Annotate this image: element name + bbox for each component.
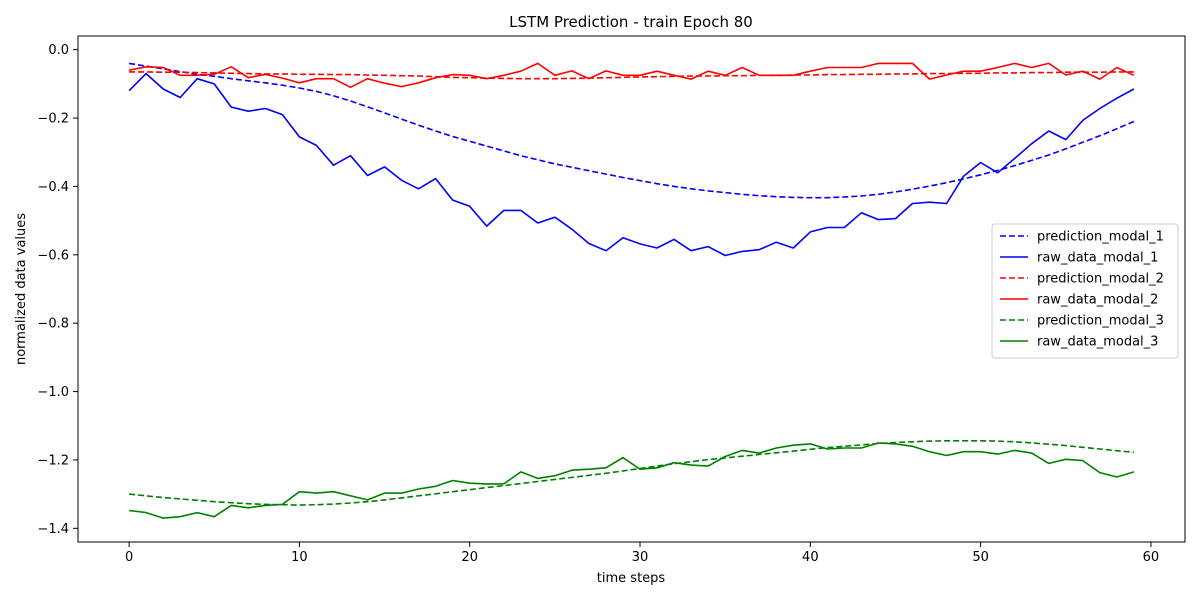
x-axis: 0 10 20 30 40 50 60: [125, 542, 1159, 565]
legend: prediction_modal_1 raw_data_modal_1predic…: [991, 223, 1179, 359]
series-line-prediction-modal-1: [128, 62, 1135, 199]
y-tick-label: −0.2: [37, 112, 69, 127]
x-tick-label: 50: [972, 550, 989, 565]
series-line-raw-data-modal-1: [128, 72, 1135, 257]
y-tick-label: −0.8: [37, 317, 69, 332]
x-tick-label: 10: [291, 550, 308, 565]
legend-label: prediction_modal_1: [1037, 230, 1164, 245]
series-line-raw-data-modal-3: [129, 442, 1135, 519]
y-tick-label: 0.0: [48, 43, 69, 58]
series-line-prediction-modal-2: [129, 71, 1134, 80]
x-tick-label: 60: [1143, 550, 1160, 565]
y-axis-label: normalized data values: [14, 213, 29, 365]
legend-label: raw_data_modal_2: [1037, 293, 1158, 308]
legend-box: [991, 223, 1179, 359]
legend-label: raw_data_modal_3: [1037, 335, 1158, 350]
y-tick-label: −0.6: [37, 248, 69, 263]
plot-frame: [77, 35, 1186, 543]
legend-label: prediction_modal_2: [1037, 272, 1164, 287]
y-tick-label: −1.4: [37, 522, 69, 537]
x-tick-label: 40: [802, 550, 819, 565]
y-tick-label: −1.2: [37, 453, 69, 468]
plot-lines: [128, 62, 1135, 519]
chart-title: LSTM Prediction - train Epoch 80: [509, 13, 753, 31]
legend-label: raw_data_modal_1: [1037, 251, 1158, 266]
series-line-prediction-modal-3: [129, 439, 1134, 506]
y-axis: 0.0 −0.2 −0.4 −0.6 −0.8 −1.0 −1.2 −1.4: [37, 43, 78, 537]
x-axis-label: time steps: [597, 571, 666, 586]
legend-label: prediction_modal_3: [1037, 314, 1164, 329]
y-tick-label: −0.4: [37, 180, 69, 195]
series-line-raw-data-modal-2: [128, 62, 1135, 89]
x-tick-label: 20: [461, 550, 478, 565]
x-tick-label: 30: [632, 550, 649, 565]
x-tick-label: 0: [125, 550, 133, 565]
y-tick-label: −1.0: [37, 385, 69, 400]
